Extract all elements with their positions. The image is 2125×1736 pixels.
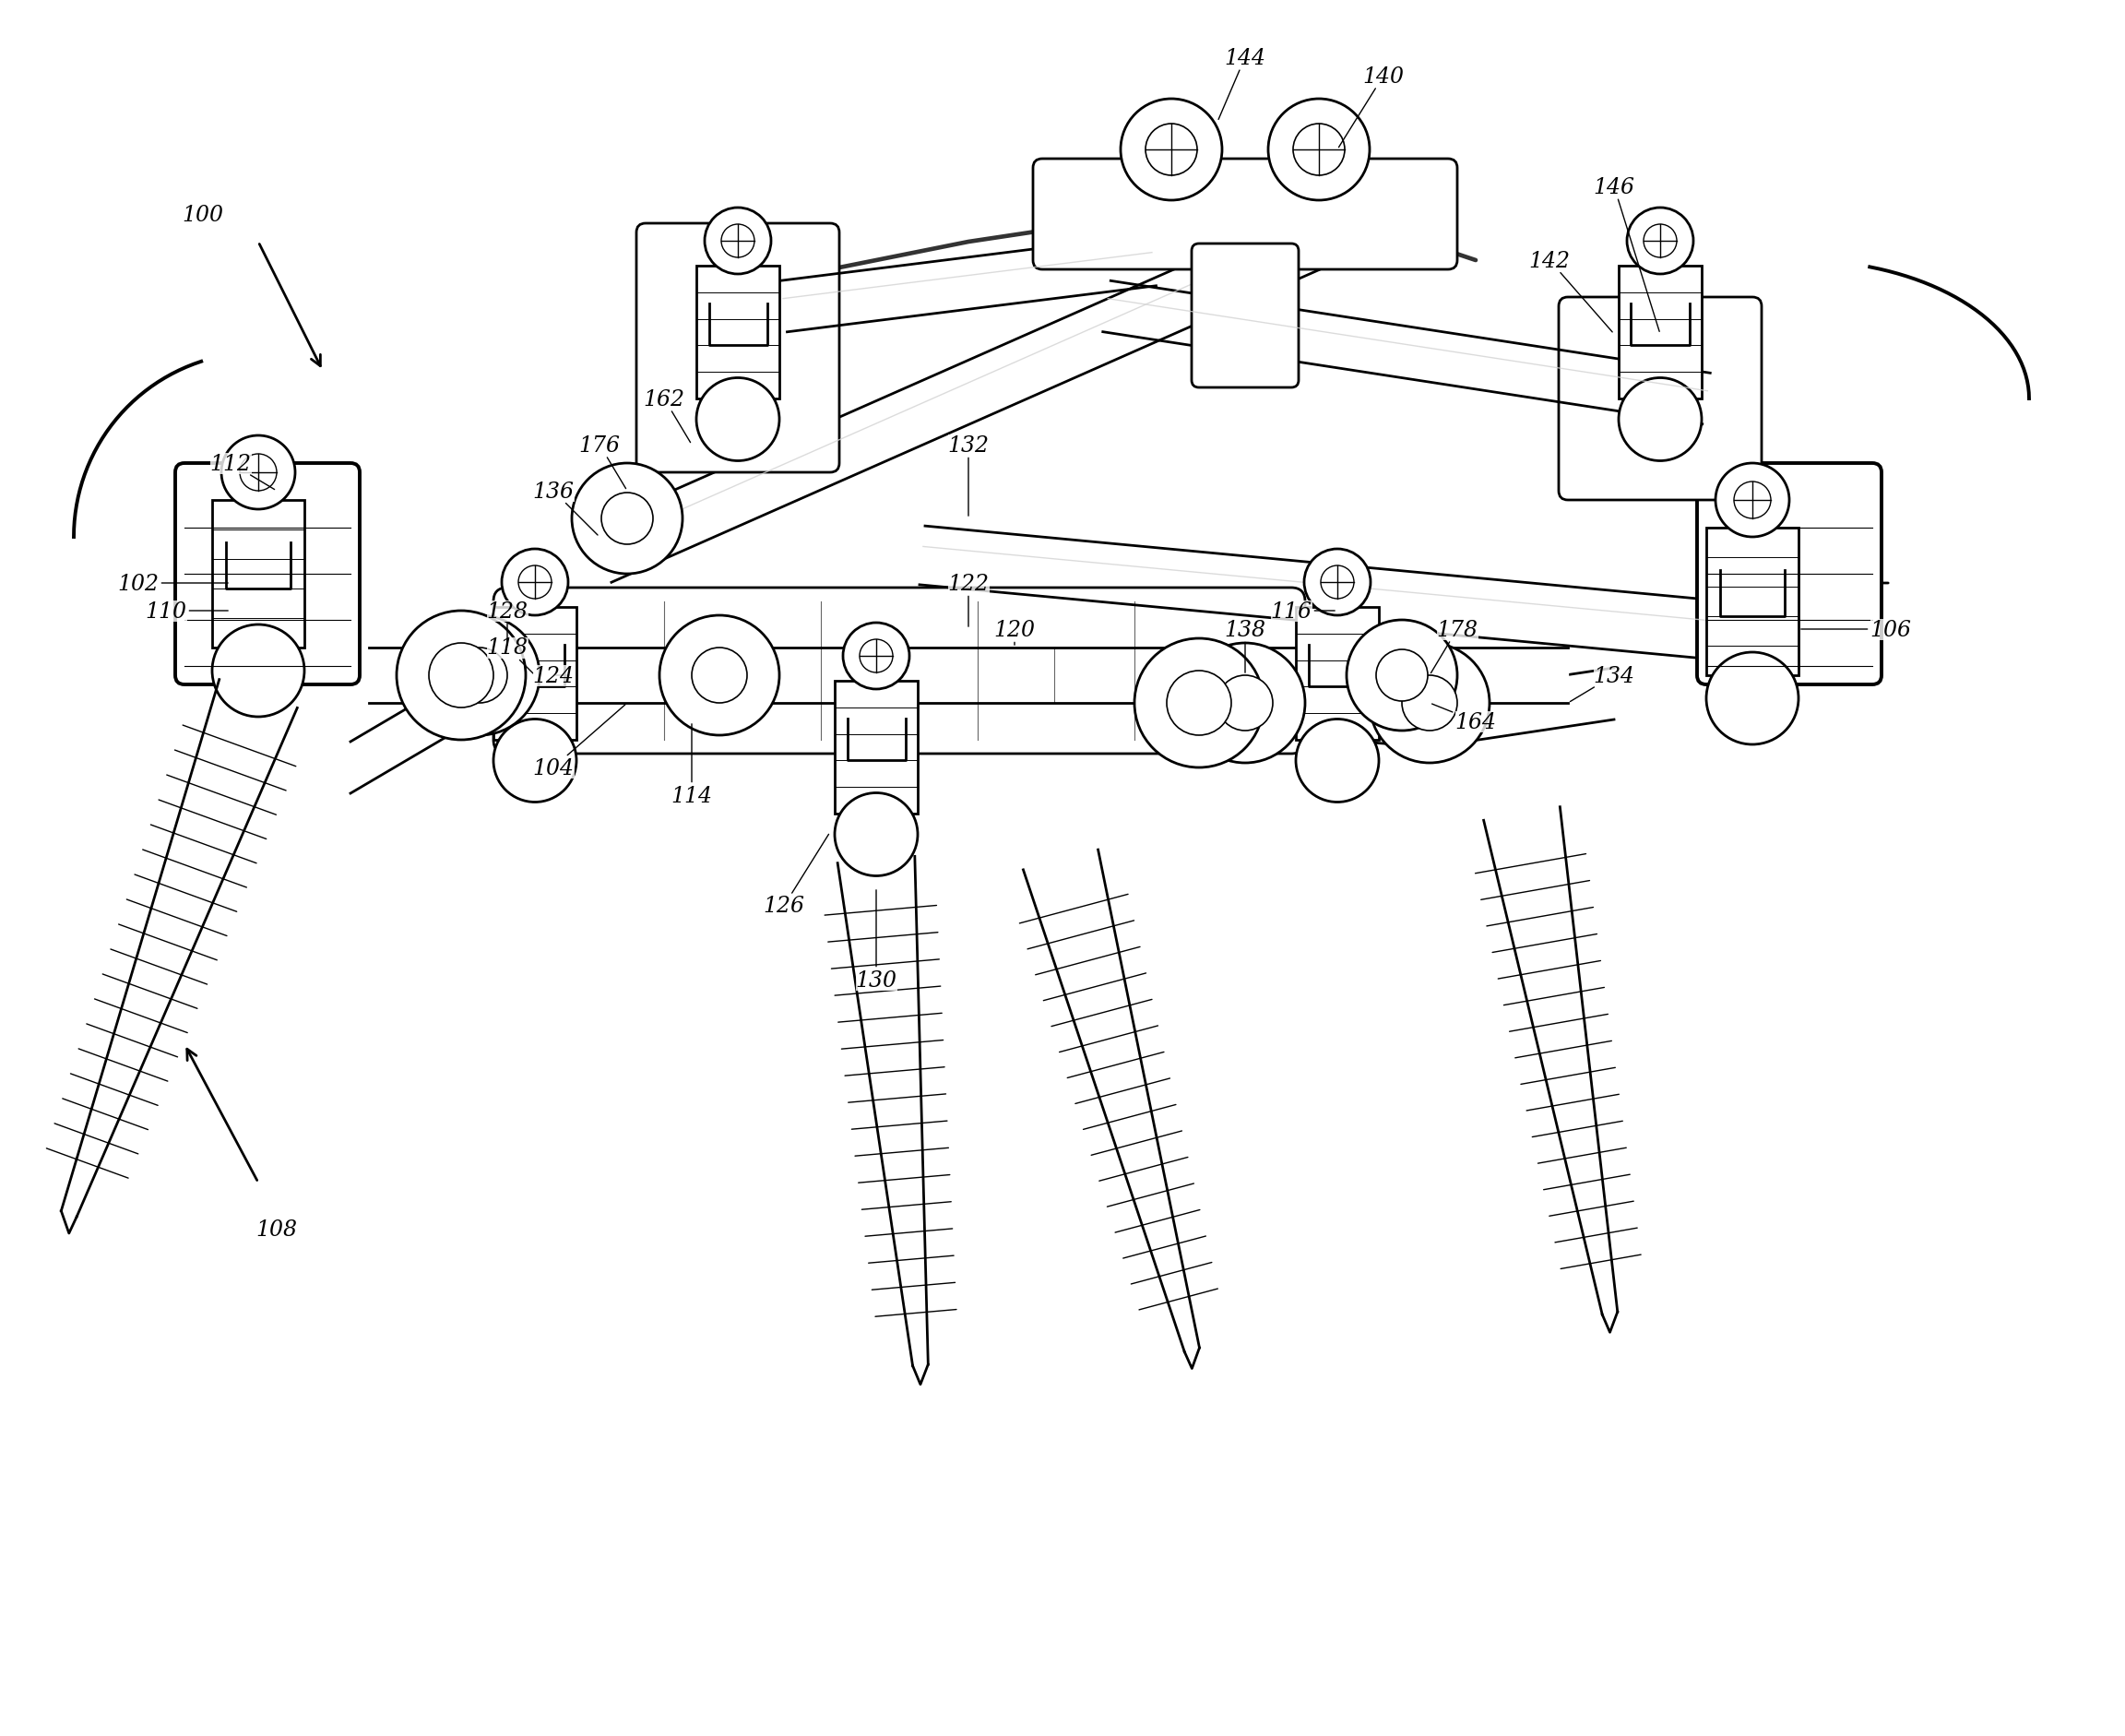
Circle shape	[1120, 99, 1222, 201]
Text: 146: 146	[1594, 177, 1660, 332]
Text: 106: 106	[1802, 620, 1912, 641]
Circle shape	[601, 493, 652, 545]
Circle shape	[419, 616, 540, 736]
Text: 136: 136	[533, 481, 597, 536]
Polygon shape	[837, 858, 933, 1366]
FancyBboxPatch shape	[1560, 299, 1762, 500]
Text: 126: 126	[763, 835, 829, 917]
Polygon shape	[57, 681, 298, 1219]
Polygon shape	[1619, 266, 1702, 399]
Circle shape	[1619, 378, 1702, 462]
Polygon shape	[212, 500, 304, 648]
Circle shape	[1706, 653, 1798, 745]
Text: 102: 102	[117, 573, 227, 594]
Polygon shape	[1483, 807, 1621, 1316]
Text: 108: 108	[255, 1219, 298, 1240]
Circle shape	[1167, 672, 1230, 736]
Circle shape	[659, 616, 780, 736]
Circle shape	[572, 464, 682, 575]
Text: 132: 132	[948, 434, 988, 517]
Text: 178: 178	[1430, 620, 1479, 674]
Circle shape	[1305, 550, 1371, 616]
Circle shape	[1377, 649, 1428, 701]
FancyBboxPatch shape	[174, 464, 359, 686]
Circle shape	[835, 793, 918, 877]
Text: 176: 176	[578, 434, 627, 490]
Circle shape	[240, 455, 276, 491]
Circle shape	[1145, 125, 1196, 175]
Circle shape	[1322, 566, 1354, 599]
Text: 162: 162	[644, 389, 691, 443]
Circle shape	[720, 226, 754, 259]
Text: 118: 118	[487, 637, 533, 674]
Polygon shape	[1103, 281, 1711, 425]
Circle shape	[697, 378, 780, 462]
Circle shape	[861, 641, 893, 674]
Circle shape	[1135, 639, 1264, 767]
Polygon shape	[697, 266, 780, 399]
Text: 112: 112	[210, 453, 274, 490]
Circle shape	[453, 648, 508, 703]
FancyBboxPatch shape	[1698, 464, 1881, 686]
Text: 110: 110	[145, 601, 227, 621]
Text: 114: 114	[672, 724, 712, 806]
FancyBboxPatch shape	[1192, 245, 1298, 389]
Polygon shape	[589, 215, 1322, 583]
Circle shape	[1371, 644, 1490, 764]
Polygon shape	[493, 608, 576, 740]
Text: 144: 144	[1218, 47, 1266, 120]
Text: 122: 122	[948, 573, 988, 627]
Circle shape	[1643, 226, 1677, 259]
Text: 124: 124	[533, 665, 574, 686]
Circle shape	[1296, 719, 1379, 802]
Text: 164: 164	[1432, 705, 1496, 733]
Polygon shape	[780, 236, 1156, 333]
FancyBboxPatch shape	[635, 224, 839, 472]
Circle shape	[1715, 464, 1789, 538]
Text: 134: 134	[1570, 665, 1634, 701]
Circle shape	[1269, 99, 1371, 201]
FancyBboxPatch shape	[1033, 160, 1458, 271]
Circle shape	[518, 566, 552, 599]
Circle shape	[501, 550, 567, 616]
Circle shape	[493, 719, 576, 802]
Circle shape	[706, 208, 771, 274]
Circle shape	[1628, 208, 1694, 274]
Circle shape	[1218, 675, 1273, 731]
Polygon shape	[835, 681, 918, 814]
Text: 116: 116	[1271, 601, 1334, 621]
Text: 138: 138	[1224, 620, 1266, 674]
Circle shape	[221, 436, 295, 510]
Text: 100: 100	[183, 205, 223, 226]
Text: 120: 120	[995, 620, 1035, 646]
Circle shape	[1402, 675, 1458, 731]
Text: 142: 142	[1528, 250, 1613, 333]
Circle shape	[1347, 620, 1458, 731]
Polygon shape	[1706, 528, 1798, 675]
Circle shape	[844, 623, 910, 689]
Text: 140: 140	[1339, 66, 1405, 148]
Polygon shape	[1024, 851, 1203, 1352]
FancyBboxPatch shape	[493, 589, 1305, 753]
Circle shape	[1294, 125, 1345, 175]
Polygon shape	[920, 526, 1709, 660]
Polygon shape	[1296, 608, 1379, 740]
Circle shape	[429, 644, 493, 708]
Circle shape	[397, 611, 525, 740]
Text: 104: 104	[533, 705, 625, 778]
Text: 128: 128	[487, 601, 527, 646]
Circle shape	[693, 648, 748, 703]
Circle shape	[212, 625, 304, 717]
Circle shape	[1186, 644, 1305, 764]
Circle shape	[1734, 483, 1770, 519]
Text: 130: 130	[856, 891, 897, 991]
